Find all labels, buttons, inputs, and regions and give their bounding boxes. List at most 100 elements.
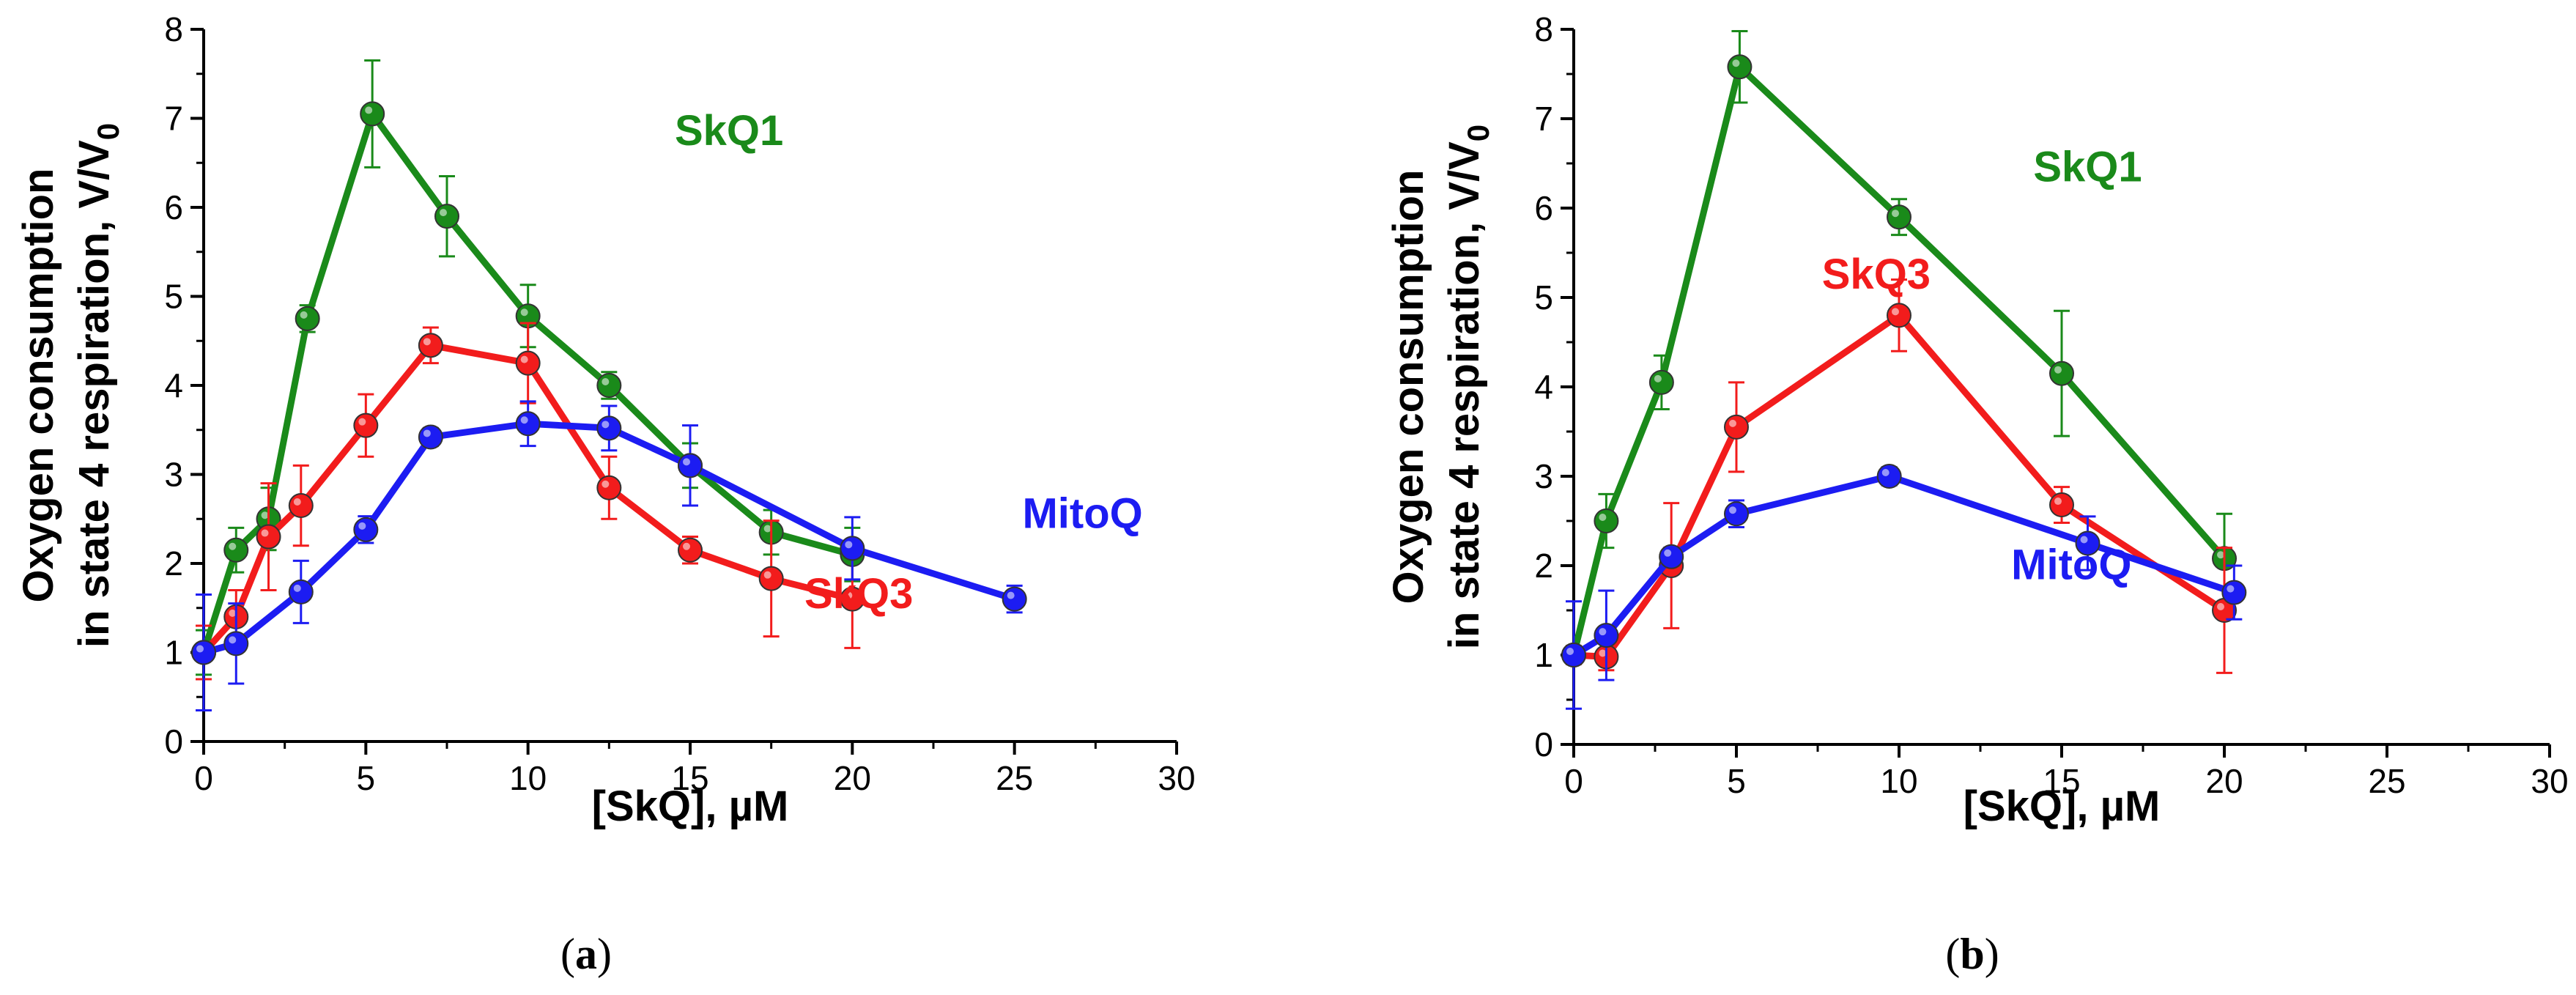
data-point-highlight xyxy=(2217,603,2224,610)
y-axis-title-subscript: 0 xyxy=(91,123,125,140)
data-point-MitoQ xyxy=(191,640,216,665)
data-point-highlight xyxy=(1566,648,1574,655)
data-point-highlight xyxy=(1664,549,1672,557)
data-point-SkQ3 xyxy=(288,493,314,519)
y-tick-label: 3 xyxy=(1534,457,1553,495)
data-point-highlight xyxy=(358,522,366,530)
x-tick-label: 25 xyxy=(996,759,1033,797)
data-point-highlight xyxy=(2054,497,2062,506)
series-SkQ1 xyxy=(1561,29,2237,667)
data-point-highlight xyxy=(365,106,373,114)
data-point-MitoQ xyxy=(353,517,379,542)
y-tick-label: 7 xyxy=(1534,100,1553,138)
data-point-MitoQ xyxy=(596,415,622,441)
data-point-SkQ1 xyxy=(596,373,622,398)
y-tick-label: 5 xyxy=(164,278,183,316)
chart-panel-a: 0 5 10 15 20 25 30 0 1 2 3 4 5 6 7 8 [SkQ], µM Oxygen con… xyxy=(15,10,1196,978)
data-point-SkQ1 xyxy=(434,204,459,229)
y-tick-label: 5 xyxy=(1534,278,1553,317)
data-point-SkQ1 xyxy=(295,306,320,331)
data-point-highlight xyxy=(845,591,853,599)
caption-open-paren: ( xyxy=(560,930,575,978)
panel-caption: (a) xyxy=(560,930,612,978)
series-label-MitoQ: MitoQ xyxy=(2011,541,2131,588)
data-point-highlight xyxy=(1599,514,1607,521)
data-point-SkQ3 xyxy=(515,350,541,376)
data-point-highlight xyxy=(1654,374,1662,382)
data-point-highlight xyxy=(602,421,610,429)
data-point-MitoQ xyxy=(1724,501,1749,527)
data-point-highlight xyxy=(2227,585,2235,593)
data-point-highlight xyxy=(423,338,431,346)
data-point-highlight xyxy=(2217,551,2224,559)
data-point-highlight xyxy=(1892,308,1899,316)
series-label-SkQ3: SkQ3 xyxy=(804,570,913,618)
data-point-SkQ3 xyxy=(353,413,379,438)
x-tick-label: 25 xyxy=(2368,762,2405,800)
y-tick-label: 2 xyxy=(164,544,183,582)
x-tick-label: 15 xyxy=(2043,762,2080,800)
y-tick-label: 6 xyxy=(164,188,183,226)
data-point-highlight xyxy=(520,355,528,363)
x-tick-label: 0 xyxy=(194,759,213,797)
series-label-SkQ1: SkQ1 xyxy=(2033,143,2142,191)
data-point-highlight xyxy=(2054,366,2062,374)
data-point-SkQ1 xyxy=(1648,369,1674,395)
data-point-SkQ3 xyxy=(418,333,443,358)
data-point-highlight xyxy=(602,480,610,488)
y-axis-title-line1: Oxygen consumption xyxy=(1385,170,1432,604)
data-point-MitoQ xyxy=(2221,580,2247,605)
chart-panel-b: 0 5 10 15 20 25 30 0 1 2 3 4 5 6 7 8 [SkQ], µM Oxygen con… xyxy=(1385,10,2569,978)
caption-open-paren: ( xyxy=(1945,930,1960,978)
x-tick-label: 20 xyxy=(2205,762,2243,800)
y-tick-label: 0 xyxy=(164,722,183,761)
data-point-SkQ3 xyxy=(1724,414,1749,440)
data-point-highlight xyxy=(229,609,237,617)
data-point-MitoQ xyxy=(678,453,703,478)
y-tick-label: 2 xyxy=(1534,547,1553,585)
x-tick-label: 5 xyxy=(357,759,376,797)
data-point-SkQ3 xyxy=(678,537,703,563)
data-point-SkQ3 xyxy=(596,475,622,500)
data-point-highlight xyxy=(358,418,366,426)
data-point-highlight xyxy=(845,541,853,549)
data-point-highlight xyxy=(683,458,690,466)
y-axis-title-line2: in state 4 respiration, V/V0 xyxy=(1440,125,1495,649)
data-point-highlight xyxy=(1881,469,1890,476)
data-point-highlight xyxy=(2080,536,2088,544)
data-point-MitoQ xyxy=(288,579,314,604)
series-line-MitoQ xyxy=(202,420,1016,656)
series-MitoQ xyxy=(1561,464,2247,710)
data-point-MitoQ xyxy=(223,631,249,656)
data-point-highlight xyxy=(602,378,610,385)
y-axis-title-main: in state 4 respiration, V/V xyxy=(70,140,118,648)
caption-close-paren: ) xyxy=(1985,930,1999,978)
y-tick-label: 6 xyxy=(1534,189,1553,227)
y-tick-label: 3 xyxy=(164,456,183,494)
y-axis-title-main: in state 4 respiration, V/V xyxy=(1440,141,1488,649)
data-point-highlight xyxy=(440,209,447,217)
data-point-SkQ3 xyxy=(1887,303,1911,328)
data-point-highlight xyxy=(1732,59,1740,67)
y-tick-label: 0 xyxy=(1534,725,1553,763)
data-point-SkQ3 xyxy=(758,566,784,591)
data-point-SkQ3 xyxy=(2049,492,2074,518)
data-point-SkQ1 xyxy=(223,537,249,563)
data-point-highlight xyxy=(1729,506,1736,514)
x-tick-label: 15 xyxy=(671,759,708,797)
data-point-highlight xyxy=(1599,649,1607,657)
data-point-MitoQ xyxy=(1002,586,1027,612)
y-tick-label: 1 xyxy=(1534,636,1553,674)
data-point-highlight xyxy=(293,584,301,592)
y-tick-label: 7 xyxy=(164,100,183,138)
data-point-highlight xyxy=(423,429,431,437)
y-axis-title-line2: in state 4 respiration, V/V0 xyxy=(70,123,125,648)
data-point-highlight xyxy=(1599,628,1607,636)
data-point-MitoQ xyxy=(418,424,443,450)
data-point-highlight xyxy=(1892,210,1899,218)
data-point-SkQ3 xyxy=(256,524,281,550)
data-point-highlight xyxy=(1729,419,1736,427)
data-point-highlight xyxy=(261,511,269,519)
data-point-highlight xyxy=(520,416,528,424)
